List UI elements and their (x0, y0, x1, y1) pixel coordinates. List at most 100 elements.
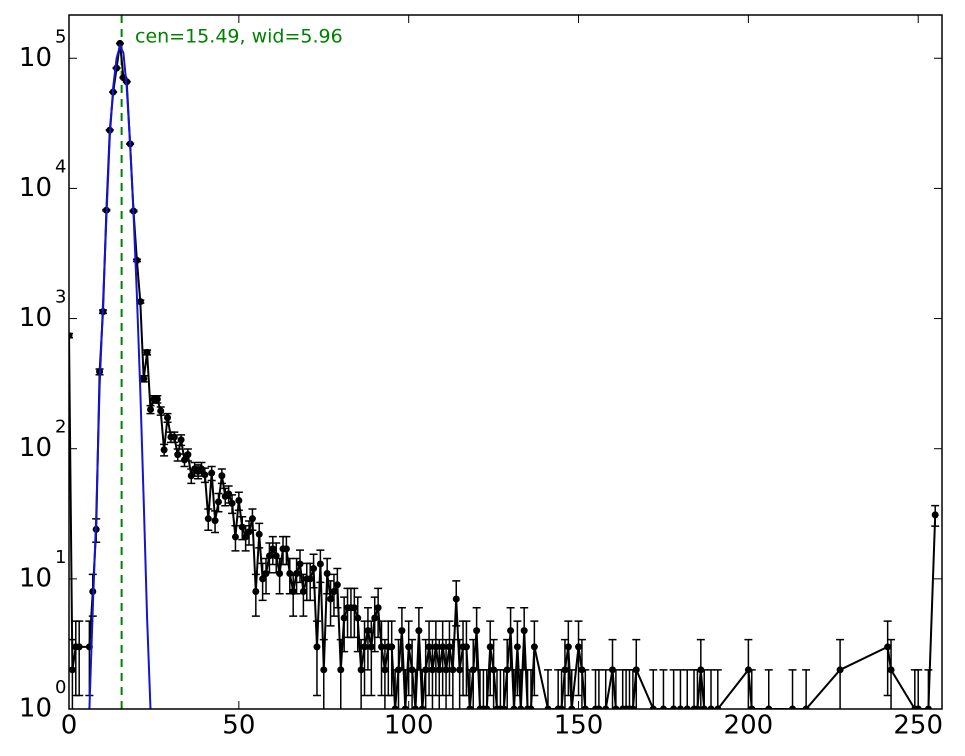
data-point (483, 705, 491, 709)
data-point (371, 614, 379, 622)
data-point (140, 375, 148, 383)
error-bar (659, 669, 668, 709)
data-point (354, 614, 362, 622)
data-point (462, 643, 470, 651)
data-point (259, 575, 267, 583)
data-point (197, 465, 205, 473)
data-point (456, 666, 464, 674)
y-tick-label: 10 (19, 694, 52, 724)
error-bar (649, 669, 658, 709)
data-point (473, 627, 481, 635)
data-point (405, 643, 413, 651)
data-point (313, 643, 321, 651)
error-bar (577, 638, 586, 709)
y-tick-label: 10 (19, 43, 52, 73)
error-bar (543, 669, 552, 709)
data-point (649, 705, 657, 709)
data-point (388, 643, 396, 651)
data-point (225, 490, 233, 498)
data-point (595, 705, 603, 709)
data-point (802, 705, 810, 709)
data-point (238, 523, 246, 531)
data-point (367, 643, 375, 651)
data-point (286, 569, 294, 577)
data-point (136, 298, 144, 306)
data-point (357, 666, 365, 674)
y-tick-exponent: 2 (55, 417, 66, 438)
data-point (265, 552, 273, 560)
plot-area (69, 15, 940, 709)
data-line (69, 43, 937, 709)
y-tick-label: 10 (19, 433, 52, 463)
y-tick-exponent: 4 (55, 156, 66, 177)
data-point (422, 666, 430, 674)
error-bar (594, 669, 603, 709)
error-bar (676, 669, 685, 709)
error-bar (713, 669, 722, 709)
y-tick-exponent: 0 (55, 677, 66, 698)
data-point (75, 643, 83, 651)
x-tick-label: 200 (724, 711, 774, 741)
data-point (231, 533, 239, 541)
data-point (218, 472, 226, 480)
data-point (452, 595, 460, 603)
data-point (676, 705, 684, 709)
data-point (575, 643, 583, 651)
data-point (500, 705, 508, 709)
data-point (432, 643, 440, 651)
data-point (530, 643, 538, 651)
data-point (177, 436, 185, 444)
data-point (789, 705, 797, 709)
error-bar (836, 638, 845, 709)
data-point (714, 705, 722, 709)
data-point (337, 666, 345, 674)
data-point (164, 414, 172, 422)
data-point (350, 604, 358, 612)
data-point (364, 627, 372, 635)
data-point (659, 705, 667, 709)
x-tick-label: 0 (61, 711, 78, 741)
data-point (282, 545, 290, 553)
data-point (507, 627, 515, 635)
y-tick-exponent: 1 (55, 547, 66, 568)
data-point (269, 545, 277, 553)
data-point (361, 643, 369, 651)
data-point (748, 705, 756, 709)
data-point (201, 471, 209, 479)
error-bar (683, 669, 692, 709)
y-tick-label: 10 (19, 173, 52, 203)
data-point (245, 528, 253, 536)
data-point (466, 705, 474, 709)
data-point (170, 433, 178, 441)
error-bar (747, 669, 756, 709)
data-point (887, 666, 895, 674)
annotation: cen=15.49, wid=5.96 (135, 26, 343, 48)
error-bar (924, 669, 933, 709)
data-point (449, 666, 457, 674)
data-point (527, 705, 535, 709)
data-point (564, 643, 572, 651)
data-point (629, 705, 637, 709)
error-bar (530, 620, 539, 697)
data-point (561, 666, 569, 674)
error-bar (448, 638, 457, 709)
data-point (296, 560, 304, 568)
error-bar (312, 620, 321, 697)
error-bar (581, 669, 590, 709)
data-point (378, 643, 386, 651)
data-point (204, 515, 212, 523)
data-point (69, 666, 76, 674)
error-bar (802, 669, 811, 709)
data-point (425, 643, 433, 651)
data-point (248, 515, 256, 523)
data-point (931, 511, 939, 519)
data-point (544, 705, 552, 709)
error-bar (696, 638, 705, 709)
error-bar (601, 669, 610, 709)
data-point (276, 569, 284, 577)
data-point (602, 705, 610, 709)
data-point (391, 705, 399, 709)
data-point (401, 705, 409, 709)
data-point (255, 530, 263, 538)
